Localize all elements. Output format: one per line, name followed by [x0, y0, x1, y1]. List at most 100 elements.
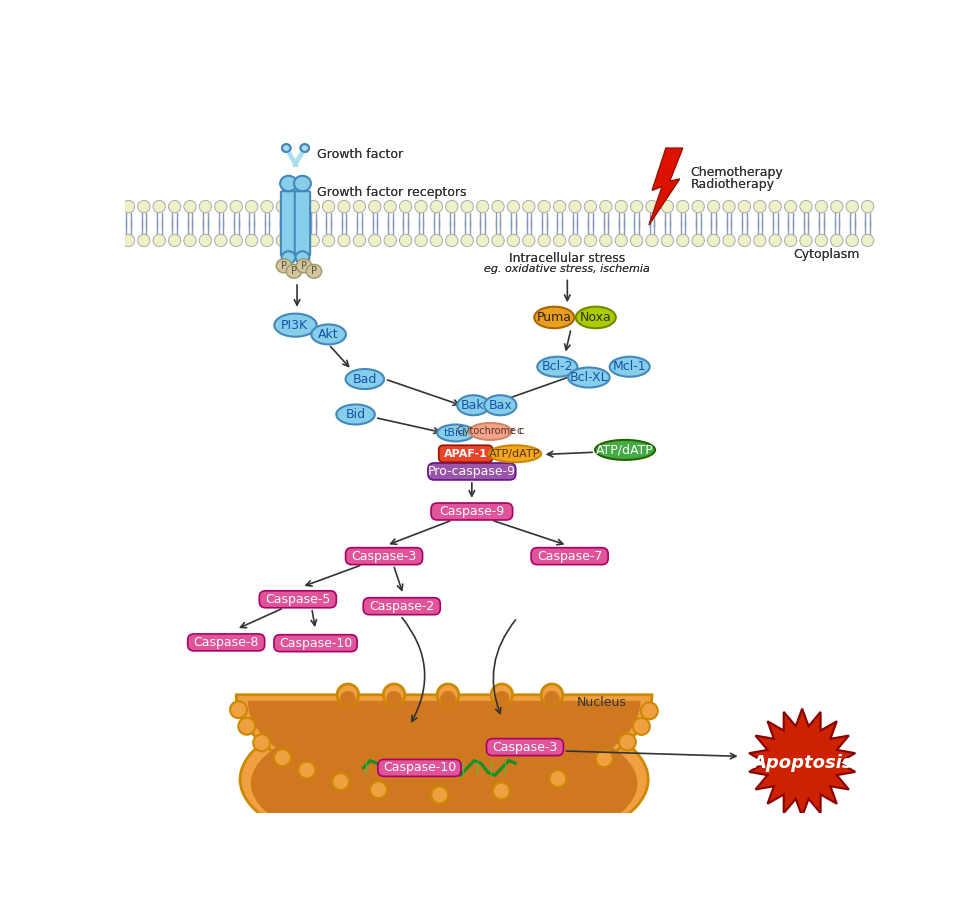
Circle shape: [298, 761, 316, 779]
Text: Cytochrome c: Cytochrome c: [456, 426, 524, 436]
Circle shape: [815, 201, 828, 213]
Text: Puma: Puma: [536, 311, 572, 324]
Text: Pro-caspase-9: Pro-caspase-9: [428, 465, 516, 478]
Circle shape: [846, 235, 859, 247]
Circle shape: [523, 201, 535, 213]
Circle shape: [846, 235, 859, 247]
Circle shape: [785, 201, 797, 213]
Circle shape: [553, 235, 566, 247]
Circle shape: [168, 235, 181, 247]
Circle shape: [862, 201, 873, 213]
Circle shape: [415, 235, 427, 247]
Circle shape: [276, 235, 288, 247]
Text: tBid: tBid: [444, 428, 466, 438]
Text: Caspase-2: Caspase-2: [369, 600, 435, 613]
Circle shape: [769, 201, 782, 213]
Circle shape: [646, 235, 658, 247]
FancyBboxPatch shape: [259, 591, 336, 608]
Circle shape: [261, 235, 274, 247]
Text: Apoptosis: Apoptosis: [752, 753, 853, 771]
Circle shape: [549, 770, 567, 787]
Circle shape: [846, 201, 859, 213]
Circle shape: [830, 235, 843, 247]
Text: Bid: Bid: [346, 408, 365, 421]
Circle shape: [739, 201, 750, 213]
Circle shape: [168, 201, 181, 213]
Text: Bcl-XL: Bcl-XL: [570, 371, 609, 384]
Text: Caspase-7: Caspase-7: [537, 550, 602, 562]
Circle shape: [815, 235, 828, 247]
Circle shape: [338, 201, 350, 213]
Circle shape: [168, 201, 181, 213]
Text: P: P: [301, 261, 307, 271]
Ellipse shape: [336, 404, 375, 425]
Text: Bad: Bad: [353, 373, 377, 385]
Circle shape: [230, 235, 242, 247]
Circle shape: [739, 235, 750, 247]
Circle shape: [354, 235, 365, 247]
Text: Bcl-XL: Bcl-XL: [570, 371, 609, 384]
Circle shape: [677, 201, 689, 213]
FancyBboxPatch shape: [280, 191, 296, 256]
Ellipse shape: [312, 324, 346, 344]
Circle shape: [276, 235, 288, 247]
Circle shape: [415, 201, 427, 213]
Circle shape: [337, 684, 359, 706]
Circle shape: [446, 235, 458, 247]
Circle shape: [707, 201, 720, 213]
Ellipse shape: [457, 395, 489, 415]
Circle shape: [600, 201, 612, 213]
Circle shape: [138, 235, 150, 247]
Circle shape: [584, 201, 597, 213]
Circle shape: [538, 235, 550, 247]
Circle shape: [122, 235, 135, 247]
Ellipse shape: [610, 357, 650, 377]
Circle shape: [307, 235, 319, 247]
Circle shape: [753, 201, 766, 213]
Circle shape: [569, 235, 581, 247]
Ellipse shape: [488, 446, 541, 462]
Ellipse shape: [595, 440, 656, 460]
Circle shape: [292, 235, 304, 247]
Circle shape: [692, 201, 704, 213]
Circle shape: [274, 750, 291, 766]
Circle shape: [338, 235, 350, 247]
Circle shape: [184, 201, 196, 213]
FancyBboxPatch shape: [363, 598, 441, 614]
Circle shape: [245, 201, 258, 213]
Circle shape: [138, 235, 150, 247]
Circle shape: [368, 201, 381, 213]
Circle shape: [692, 235, 704, 247]
Circle shape: [400, 235, 411, 247]
Circle shape: [261, 201, 274, 213]
Text: Puma: Puma: [536, 311, 572, 324]
Ellipse shape: [534, 307, 574, 329]
Circle shape: [739, 235, 750, 247]
Circle shape: [415, 235, 427, 247]
FancyBboxPatch shape: [531, 548, 608, 564]
Circle shape: [332, 773, 349, 790]
Text: Caspase-5: Caspase-5: [265, 593, 330, 606]
Text: eg. oxidative stress, ischemia: eg. oxidative stress, ischemia: [485, 264, 651, 274]
Text: ATP/dATP: ATP/dATP: [596, 444, 654, 456]
Circle shape: [677, 235, 689, 247]
Circle shape: [138, 201, 150, 213]
Text: Bax: Bax: [488, 399, 512, 412]
Circle shape: [446, 201, 458, 213]
Text: Radiotherapy: Radiotherapy: [691, 178, 775, 191]
Circle shape: [538, 201, 550, 213]
Circle shape: [769, 201, 782, 213]
Circle shape: [430, 235, 443, 247]
Circle shape: [430, 201, 443, 213]
Circle shape: [493, 782, 510, 800]
Circle shape: [122, 201, 135, 213]
Circle shape: [862, 235, 873, 247]
Ellipse shape: [437, 425, 474, 441]
Text: Caspase-10: Caspase-10: [383, 761, 456, 774]
Ellipse shape: [295, 252, 310, 265]
Circle shape: [753, 235, 766, 247]
Circle shape: [261, 201, 274, 213]
FancyBboxPatch shape: [378, 760, 461, 776]
Circle shape: [461, 201, 474, 213]
Text: Caspase-3: Caspase-3: [352, 550, 416, 562]
